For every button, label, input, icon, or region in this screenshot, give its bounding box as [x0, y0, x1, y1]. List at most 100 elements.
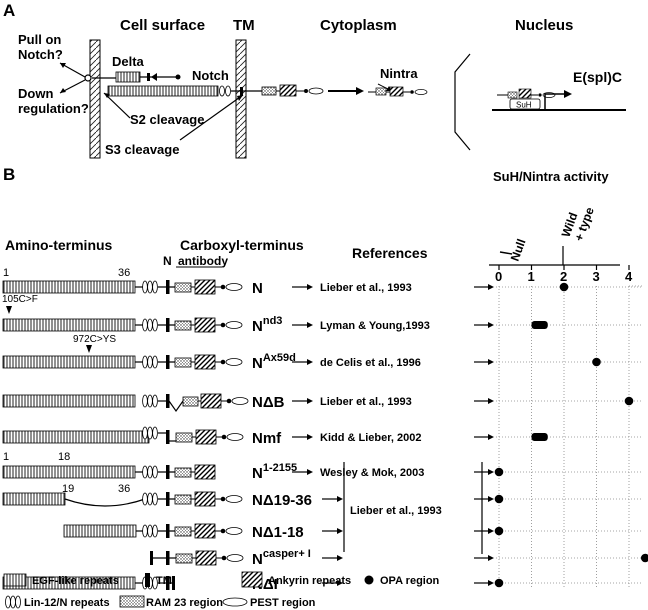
legend-opa-swatch — [364, 575, 374, 585]
axis-tick-2: 2 — [560, 269, 567, 284]
construct-row: Nnd3 Lyman & Young,1993 — [2, 315, 548, 335]
tick-36b-label: 36 — [118, 483, 130, 495]
construct-reference: Kidd & Lieber, 2002 — [320, 432, 421, 444]
activity-grid — [496, 285, 643, 588]
tm-label: TM — [233, 17, 255, 34]
suh-label: SuH — [516, 101, 532, 110]
legend-lin12-swatch — [5, 595, 21, 609]
construct-name: Ncasper+ I — [252, 548, 311, 568]
legend-tm-swatch — [145, 573, 150, 587]
mutation-105-label: 105C>F — [2, 294, 38, 305]
construct-row: NΔ19-36 — [2, 491, 504, 509]
activity-point — [624, 396, 634, 406]
nucleus-label: Nucleus — [515, 17, 573, 34]
shared-ref: Lieber et al., 1993 — [350, 505, 442, 517]
legend-ankyrin-swatch — [241, 571, 263, 588]
activity-point — [494, 578, 504, 588]
s2-label: S2 cleavage — [130, 112, 204, 127]
construct-row: N Lieber et al., 1993 — [2, 279, 569, 297]
cell-surface-label: Cell surface — [120, 17, 205, 34]
left-membrane — [89, 39, 101, 159]
legend-tm: TM — [156, 575, 172, 587]
axis-tick-1: 1 — [528, 269, 535, 284]
activity-point — [640, 553, 648, 563]
legend-egf-swatch — [3, 573, 27, 587]
construct-name: Nnd3 — [252, 315, 282, 335]
panel-a-label: A — [3, 1, 15, 20]
construct-row: N1-2155 Wesley & Mok, 2003 — [2, 462, 504, 482]
activity-point — [559, 282, 569, 292]
activity-range-bar — [531, 433, 548, 441]
activity-point — [494, 526, 504, 536]
construct-name: N — [252, 280, 263, 297]
espl-label: E(spl)C — [573, 69, 622, 85]
construct-sup: casper+ I — [263, 548, 311, 560]
s2-arrow — [103, 92, 131, 119]
construct-name: NAx59d — [252, 352, 296, 372]
construct-reference: Lyman & Young,1993 — [320, 320, 430, 332]
construct-name: N1-2155 — [252, 462, 297, 482]
legend-ankyrin: Ankyrin repeats — [268, 575, 351, 587]
amino-terminus-label: Amino-terminus — [5, 237, 113, 253]
down-reg-label-2: regulation? — [18, 101, 89, 116]
construct-reference: Lieber et al., 1993 — [320, 396, 412, 408]
construct-row: NΔ1-18 — [63, 523, 504, 541]
nintra-label: Nintra — [380, 66, 418, 81]
construct-name: Nmf — [252, 430, 282, 447]
construct-name: NΔB — [252, 394, 285, 411]
panel-b-label: B — [3, 165, 15, 184]
construct-row: NΔB Lieber et al., 1993 — [2, 393, 634, 413]
axis-tick-0: 0 — [495, 269, 502, 284]
null-label: Null — [508, 237, 529, 263]
activity-range-bar — [531, 321, 548, 329]
cytoplasm-label: Cytoplasm — [320, 17, 397, 34]
construct-sup: nd3 — [263, 315, 283, 327]
notch-egf — [107, 85, 219, 97]
construct-rows: N Lieber et al., 1993 Nnd3 Lyman & Young,19… — [2, 279, 648, 593]
activity-title: SuH/Nintra activity — [493, 169, 609, 184]
axis-tick-labels: 0 1 2 3 4 — [495, 265, 633, 284]
s3-arrow — [179, 94, 244, 141]
legend-opa: OPA region — [380, 575, 440, 587]
down-reg-label-1: Down — [18, 86, 53, 101]
legend-lin12: Lin-12/N repeats — [24, 597, 110, 609]
delta-egf — [115, 71, 141, 83]
references-header: References — [352, 245, 428, 261]
activity-point — [494, 494, 504, 504]
pull-on-label-1: Pull on — [18, 32, 61, 47]
tick-18-label: 18 — [58, 451, 70, 463]
axis-tick-3: 3 — [593, 269, 600, 284]
n-antibody-n: N — [163, 254, 172, 268]
construct-sup: 1-2155 — [263, 462, 297, 474]
activity-point — [494, 467, 504, 477]
nuclear-envelope — [454, 53, 471, 151]
ligand-circle — [84, 74, 92, 82]
right-membrane — [235, 39, 247, 159]
tick-1b-label: 1 — [3, 451, 9, 463]
construct-reference: Lieber et al., 1993 — [320, 282, 412, 294]
construct-name: NΔ1-18 — [252, 524, 304, 541]
legend-pest: PEST region — [250, 597, 316, 609]
legend-pest-swatch — [222, 597, 248, 607]
tick-19-label: 19 — [62, 483, 74, 495]
tick-36-label: 36 — [118, 267, 130, 279]
delta-label: Delta — [112, 54, 145, 69]
notch-label: Notch — [192, 68, 229, 83]
activity-point — [592, 357, 601, 367]
legend-ram-swatch — [119, 595, 145, 608]
construct-reference: Wesley & Mok, 2003 — [320, 467, 424, 479]
pull-on-label-2: Notch? — [18, 47, 63, 62]
legend-ram: RAM 23 region — [146, 597, 223, 609]
tick-1-label: 1 — [3, 267, 9, 279]
construct-row: NAx59d de Celis et al., 1996 — [2, 352, 601, 372]
mutation-972-label: 972C>YS — [73, 334, 116, 345]
legend-egf: EGF-like repeats — [32, 575, 119, 587]
n-antibody-label: antibody — [178, 254, 228, 268]
construct-reference: de Celis et al., 1996 — [320, 357, 421, 369]
s3-label: S3 cleavage — [105, 142, 179, 157]
construct-name: NΔ19-36 — [252, 492, 312, 509]
construct-sup: Ax59d — [263, 352, 296, 364]
carboxyl-terminus-label: Carboxyl-terminus — [180, 237, 304, 253]
